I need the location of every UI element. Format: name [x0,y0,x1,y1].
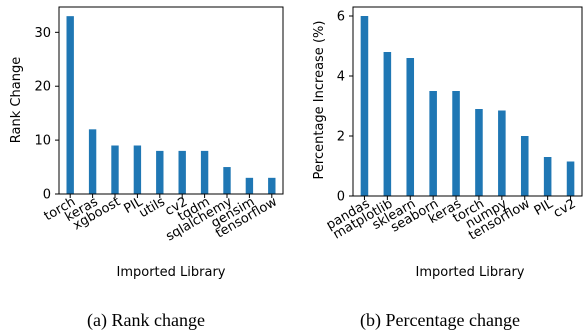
percentage-change-bar-cv2 [567,162,575,197]
rank-change-bar-PIL [134,146,141,195]
percentage-change-bar-sklearn [406,58,414,196]
rank-change-y-tick-label: 30 [34,26,51,41]
percentage-change-caption: (b) Percentage change [360,310,520,331]
rank-change-bar-cv2 [179,151,186,194]
percentage-change-bar-PIL [544,157,552,196]
percentage-change-bar-keras [452,91,460,196]
rank-change-x-axis-label: Imported Library [117,265,226,280]
rank-change-bar-tqdm [201,151,208,194]
rank-change-bar-gensim [246,178,253,194]
rank-change-bar-sqlalchemy [223,167,230,194]
percentage-change-bar-numpy [498,111,506,197]
percentage-change-bar-pandas [361,16,369,196]
percentage-change-x-tick-label-cv2: cv2 [551,196,579,221]
rank-change-bar-torch [67,16,74,194]
percentage-change-y-tick-label: 0 [337,190,345,205]
percentage-change-y-tick-label: 6 [337,10,345,25]
percentage-change-bar-torch [475,109,483,196]
percentage-change-x-axis-label: Imported Library [416,265,525,280]
rank-change-y-tick-label: 10 [34,134,51,149]
rank-change-bar-utils [156,151,163,194]
percentage-change-bar-matplotlib [384,52,392,196]
rank-change-y-axis-label: Rank Change [9,57,24,143]
percentage-change-chart: Percentage Increase (%) Imported Library… [312,7,582,331]
rank-change-caption: (a) Rank change [87,310,205,331]
percentage-change-bar-tensorflow [521,136,529,196]
rank-change-bar-tensorflow [268,178,275,194]
rank-change-bar-xgboost [111,146,118,195]
percentage-change-bar-seaborn [429,91,437,196]
rank-change-y-tick-label: 20 [34,80,51,95]
rank-change-bar-keras [89,129,96,194]
percentage-change-y-axis-label: Percentage Increase (%) [312,21,327,180]
percentage-change-y-tick-label: 2 [337,130,345,145]
rank-change-chart: Rank Change Imported Library (a) Rank ch… [9,7,283,331]
percentage-change-y-tick-label: 4 [337,70,345,85]
rank-change-y-tick-label: 0 [43,188,51,203]
